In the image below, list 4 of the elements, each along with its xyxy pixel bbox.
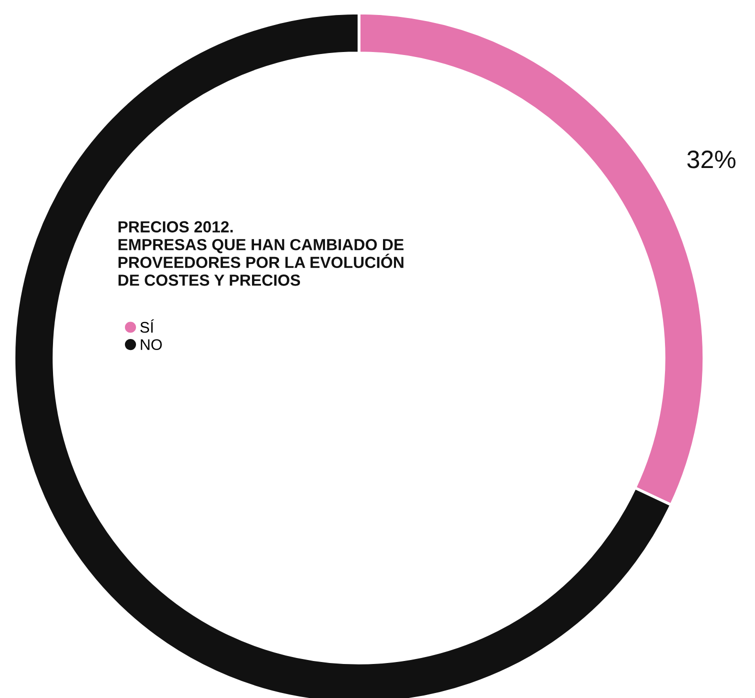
legend-label: NO xyxy=(140,339,162,350)
text: PRECIOS 2012. EMPRESAS QUE HAN CAMBIADO DE PROVEEDORES POR LA EVOLUCIÓN DE COSTES Y PRECIOS xyxy=(118,221,404,286)
legend-label: SÍ xyxy=(140,319,154,333)
data-label: 32% xyxy=(687,150,736,168)
